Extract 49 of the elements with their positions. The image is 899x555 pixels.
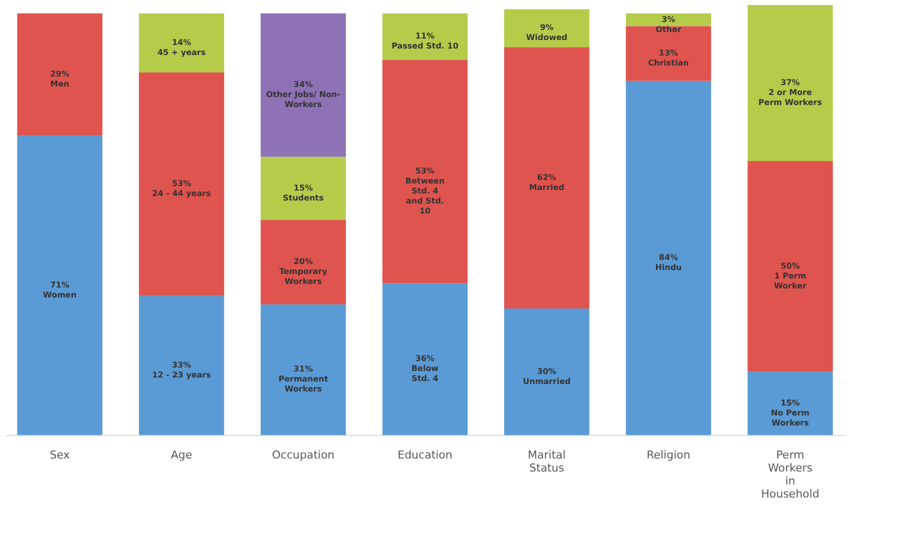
- data-label: 36% Below Std. 4: [411, 354, 440, 384]
- bar: [626, 13, 712, 26]
- data-label: 31% Permanent Workers: [278, 364, 328, 394]
- data-label: 37% 2 or More Perm Workers: [758, 78, 822, 107]
- bar: [504, 308, 590, 435]
- bar: [382, 13, 468, 60]
- bar: [382, 60, 468, 284]
- data-label: 62% Married: [529, 172, 565, 192]
- bar: [504, 9, 590, 48]
- data-label: 53% 24 - 44 years: [152, 179, 212, 198]
- data-label: 3% Other: [656, 14, 682, 34]
- data-label: 14% 45 + years: [157, 38, 206, 57]
- bar: [382, 283, 468, 435]
- data-label: 30% Unmarried: [522, 366, 571, 386]
- bar: [260, 304, 346, 435]
- data-label: 15% Students: [282, 183, 324, 202]
- data-label: 33% 12 - 23 years: [152, 360, 212, 380]
- x-tick-label: Religion: [646, 448, 690, 462]
- bar: [138, 13, 224, 72]
- bar: [626, 80, 712, 435]
- data-label: 53% Between Std. 4 and Std. 10: [405, 166, 445, 216]
- bar: [17, 13, 102, 136]
- bar: [260, 156, 346, 220]
- bar: [138, 296, 224, 435]
- data-label: 84% Hindu: [655, 252, 682, 272]
- data-label: 11% Passed Std. 10: [392, 32, 459, 51]
- bar: [626, 26, 712, 81]
- bar: [260, 220, 346, 304]
- x-tick-label: Age: [170, 448, 192, 462]
- data-label: 20% Temporary Workers: [279, 257, 328, 286]
- data-label: 71% Women: [43, 280, 77, 300]
- data-label: 34% Other Jobs/ Non- Workers: [266, 80, 340, 110]
- x-tick-label: Sex: [50, 448, 70, 462]
- data-label: 13% Christian: [648, 48, 690, 68]
- data-label: 29% Men: [50, 70, 70, 89]
- x-tick-label: Perm Workers in Household: [761, 448, 820, 500]
- data-label: 9% Widowed: [526, 23, 568, 42]
- bar: [748, 5, 833, 161]
- bar: [260, 13, 346, 157]
- x-tick-label: Education: [398, 448, 452, 462]
- bar: [748, 372, 833, 435]
- bar: [748, 160, 833, 372]
- x-tick-label: Occupation: [272, 448, 335, 462]
- x-tick-label: Marital Status: [528, 448, 566, 474]
- bar: [17, 136, 102, 435]
- bar: [138, 72, 224, 296]
- data-label: 15% No Perm Workers: [770, 398, 810, 428]
- bar: [504, 47, 590, 309]
- data-label: 50% 1 Perm Worker: [774, 261, 806, 290]
